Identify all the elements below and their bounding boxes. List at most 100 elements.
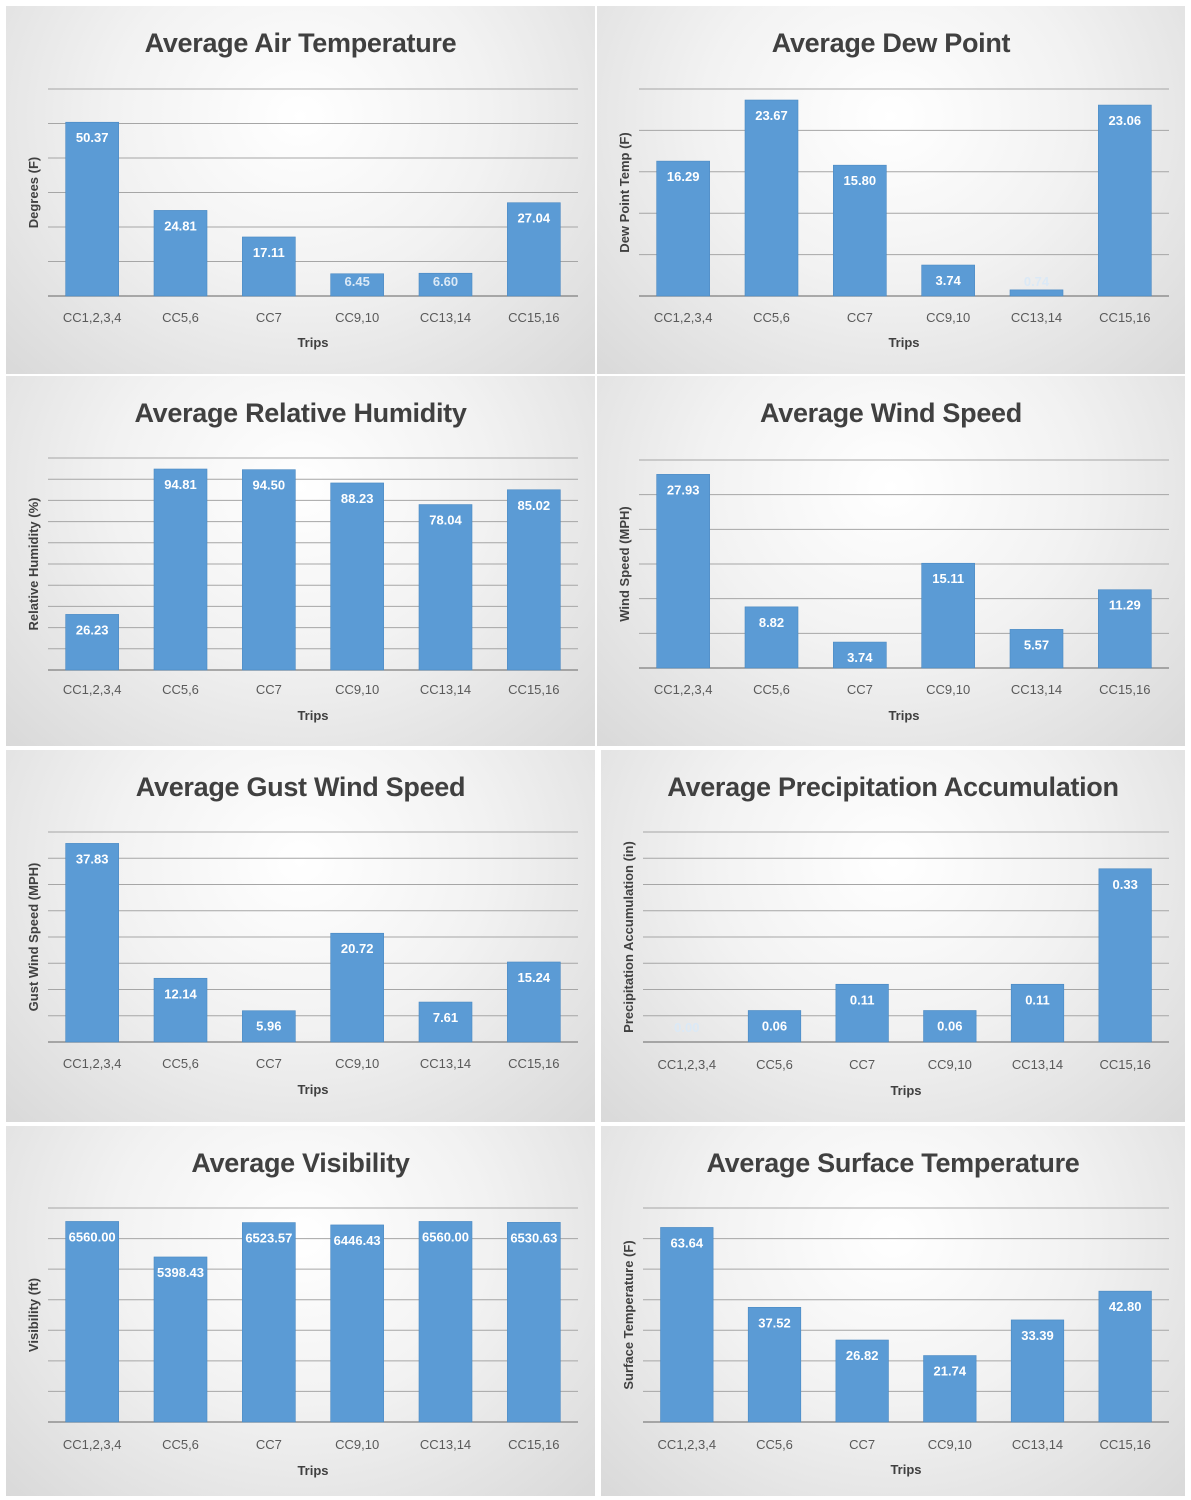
chart-title: Average Gust Wind Speed bbox=[135, 772, 466, 802]
bar bbox=[330, 482, 384, 671]
data-label: 23.06 bbox=[1109, 113, 1142, 128]
bar bbox=[1098, 1290, 1152, 1423]
x-tick-label: CC1,2,3,4 bbox=[63, 682, 122, 697]
x-tick-label: CC13,14 bbox=[1012, 1437, 1063, 1452]
bar bbox=[507, 489, 561, 671]
y-axis-title: Gust Wind Speed (MPH) bbox=[26, 863, 41, 1012]
bar bbox=[921, 264, 975, 297]
x-tick-label: CC7 bbox=[256, 682, 282, 697]
bar bbox=[747, 1010, 802, 1043]
data-label: 78.04 bbox=[429, 513, 462, 528]
x-tick-label: CC5,6 bbox=[756, 1437, 793, 1452]
data-label: 15.24 bbox=[518, 970, 551, 985]
bar bbox=[330, 1224, 384, 1423]
x-tick-label: CC9,10 bbox=[335, 310, 379, 325]
bar bbox=[1098, 589, 1152, 669]
chart-panel-surface-temperature: Average Surface Temperature 63.64 CC1,2,3… bbox=[601, 1126, 1185, 1496]
data-label: 0.06 bbox=[937, 1019, 962, 1034]
x-tick-label: CC7 bbox=[847, 682, 873, 697]
x-tick-label: CC13,14 bbox=[1011, 310, 1062, 325]
bar bbox=[330, 273, 384, 297]
chart-title: Average Dew Point bbox=[771, 28, 1011, 58]
bar bbox=[418, 1221, 473, 1423]
data-label: 11.29 bbox=[1109, 598, 1141, 613]
chart-plot: 6560.00 CC1,2,3,4 5398.43 CC5,6 6523.57 CC7 64… bbox=[26, 1207, 578, 1478]
chart-panel-relative-humidity: Average Relative Humidity 26.23 CC1,2,3,4… bbox=[6, 376, 595, 746]
x-tick-label: CC1,2,3,4 bbox=[658, 1437, 717, 1452]
y-axis-title: Wind Speed (MPH) bbox=[617, 506, 632, 621]
data-label: 5398.43 bbox=[157, 1265, 204, 1280]
x-tick-label: CC7 bbox=[256, 1056, 282, 1071]
data-label: 5.96 bbox=[256, 1019, 281, 1034]
x-tick-label: CC15,16 bbox=[1099, 682, 1150, 697]
chart-title: Average Surface Temperature bbox=[706, 1148, 1080, 1178]
data-label: 21.74 bbox=[934, 1364, 967, 1379]
data-label: 0.00 bbox=[674, 1020, 699, 1035]
bar bbox=[242, 236, 296, 297]
data-label: 26.82 bbox=[846, 1348, 879, 1363]
x-tick-label: CC5,6 bbox=[162, 682, 199, 697]
data-label: 3.74 bbox=[847, 650, 873, 665]
x-tick-label: CC15,16 bbox=[508, 1437, 559, 1452]
x-tick-label: CC15,16 bbox=[508, 310, 559, 325]
bar bbox=[747, 1306, 802, 1423]
bar bbox=[507, 202, 561, 297]
data-label: 16.29 bbox=[667, 169, 700, 184]
data-label: 0.11 bbox=[1025, 992, 1050, 1007]
bar bbox=[242, 1222, 296, 1423]
data-label: 94.50 bbox=[253, 478, 286, 493]
data-label: 20.72 bbox=[341, 941, 374, 956]
chart-plot: 50.37 CC1,2,3,4 24.81 CC5,6 17.11 CC7 6.45 CC9,… bbox=[26, 88, 578, 350]
x-tick-label: CC1,2,3,4 bbox=[654, 310, 713, 325]
data-label: 88.23 bbox=[341, 491, 374, 506]
data-label: 5.57 bbox=[1024, 637, 1049, 652]
data-label: 17.11 bbox=[253, 245, 285, 260]
data-label: 37.52 bbox=[758, 1315, 791, 1330]
chart-plot: 37.83 CC1,2,3,4 12.14 CC5,6 5.96 CC7 20.72 CC9,… bbox=[26, 831, 578, 1097]
data-label: 6560.00 bbox=[69, 1229, 116, 1244]
data-label: 63.64 bbox=[671, 1235, 704, 1250]
chart-plot: 27.93 CC1,2,3,4 8.82 CC5,6 3.74 CC7 15.11 CC9,1… bbox=[617, 459, 1169, 723]
x-tick-label: CC7 bbox=[847, 310, 873, 325]
x-tick-label: CC7 bbox=[256, 310, 282, 325]
data-label: 24.81 bbox=[164, 218, 197, 233]
bar bbox=[153, 977, 208, 1043]
x-tick-label: CC9,10 bbox=[928, 1057, 972, 1072]
data-label: 42.80 bbox=[1109, 1299, 1142, 1314]
data-label: 27.93 bbox=[667, 482, 700, 497]
bar bbox=[153, 468, 208, 671]
x-axis-title: Trips bbox=[888, 335, 919, 350]
data-label: 6.45 bbox=[345, 274, 370, 289]
data-label: 6560.00 bbox=[422, 1229, 469, 1244]
chart-title: Average Relative Humidity bbox=[134, 398, 467, 428]
x-axis-title: Trips bbox=[297, 1082, 328, 1097]
bar bbox=[921, 562, 975, 669]
data-label: 33.39 bbox=[1021, 1328, 1054, 1343]
bar bbox=[1010, 983, 1065, 1043]
x-tick-label: CC7 bbox=[849, 1057, 875, 1072]
data-label: 37.83 bbox=[76, 851, 109, 866]
data-label: 6530.63 bbox=[510, 1230, 557, 1245]
bar bbox=[1010, 1319, 1065, 1423]
data-label: 26.23 bbox=[76, 622, 109, 637]
y-axis-title: Relative Humidity (%) bbox=[26, 498, 41, 631]
chart-plot: 63.64 CC1,2,3,4 37.52 CC5,6 26.82 CC7 21.74 CC9… bbox=[621, 1207, 1169, 1477]
bar bbox=[923, 1010, 977, 1043]
x-tick-label: CC15,16 bbox=[508, 682, 559, 697]
data-label: 0.11 bbox=[850, 992, 875, 1007]
x-tick-label: CC13,14 bbox=[1012, 1057, 1063, 1072]
data-label: 15.11 bbox=[932, 571, 964, 586]
x-tick-label: CC5,6 bbox=[162, 1437, 199, 1452]
x-tick-label: CC9,10 bbox=[926, 310, 970, 325]
bar bbox=[1009, 629, 1064, 669]
bar bbox=[656, 160, 710, 297]
data-label: 12.14 bbox=[164, 986, 197, 1001]
y-axis-title: Degrees (F) bbox=[26, 157, 41, 229]
bar bbox=[1009, 289, 1064, 297]
bar bbox=[242, 1010, 296, 1043]
bar bbox=[418, 272, 473, 297]
x-tick-label: CC15,16 bbox=[508, 1056, 559, 1071]
data-label: 50.37 bbox=[76, 130, 109, 145]
x-axis-title: Trips bbox=[297, 335, 328, 350]
